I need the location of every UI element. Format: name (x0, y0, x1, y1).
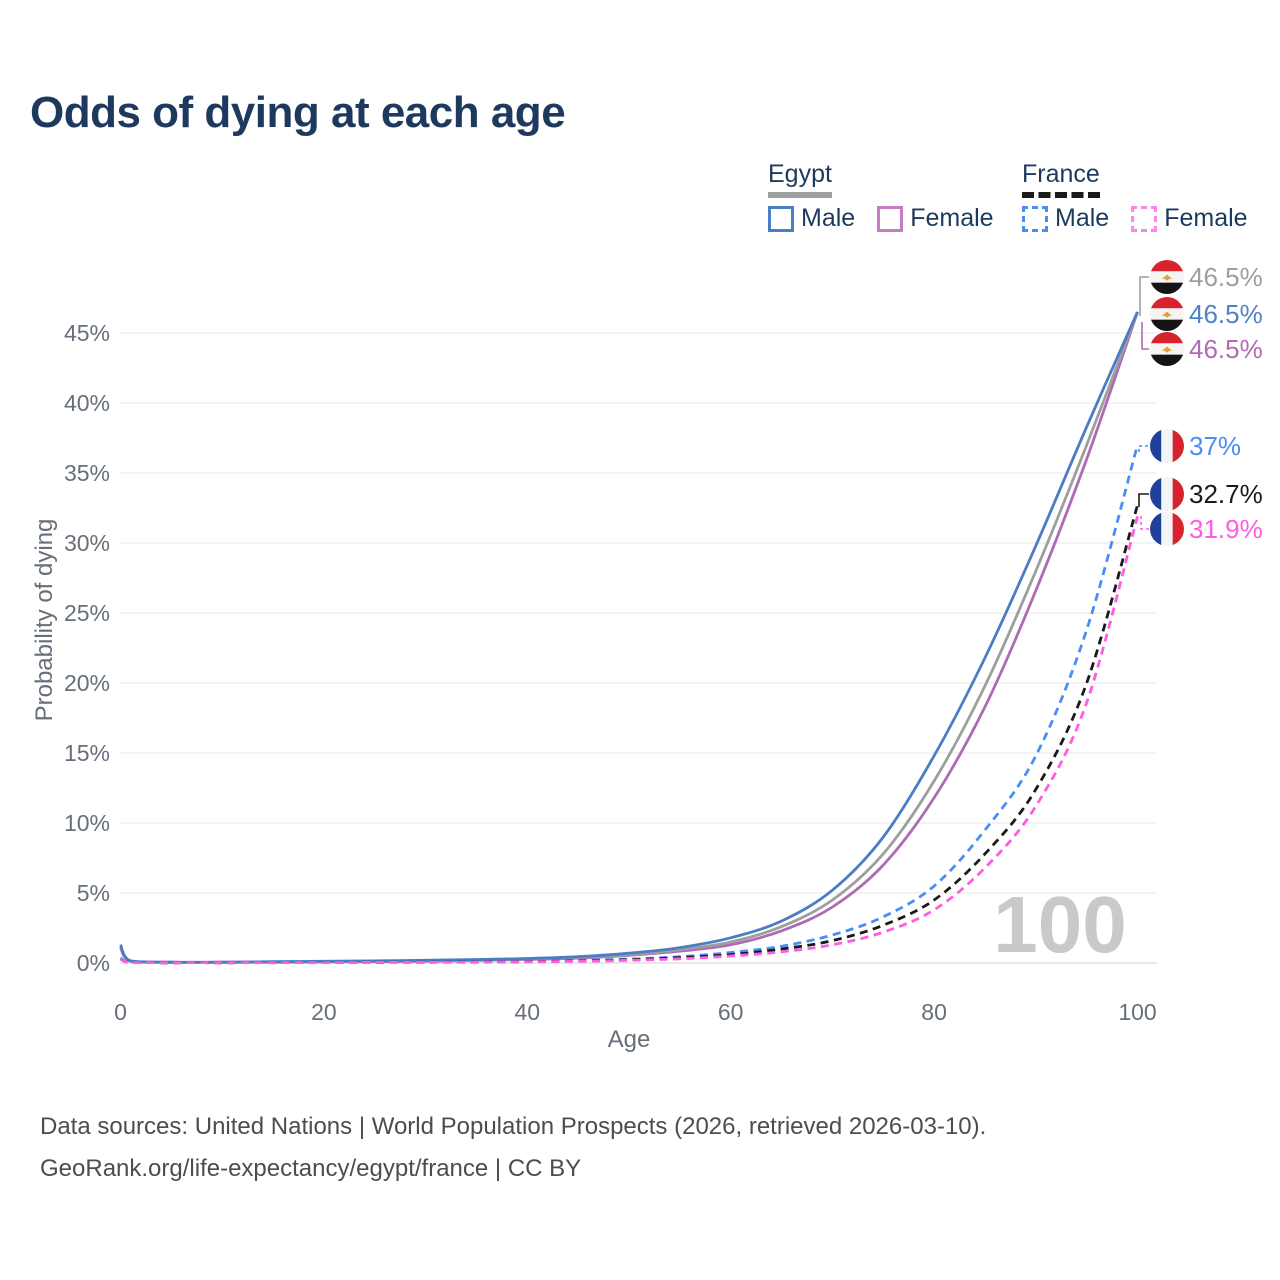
legend-toggle-egypt-female[interactable]: Female (877, 204, 994, 233)
y-tick-10%: 10% (64, 810, 110, 836)
label-connector-egypt-total (1139, 276, 1149, 316)
x-tick-60: 60 (718, 999, 744, 1025)
label-connector-egypt-female (1141, 322, 1149, 350)
y-tick-30%: 30% (64, 530, 110, 556)
france-flag-icon (1150, 512, 1184, 546)
end-value: 46.5% (1189, 262, 1263, 292)
label-connector-france-male (1138, 445, 1149, 452)
end-label-egypt-female: 46.5% (1150, 332, 1263, 366)
dashed-checkbox-icon (1131, 205, 1158, 232)
x-tick-20: 20 (311, 999, 337, 1025)
legend-country-france: France (1022, 160, 1100, 198)
end-label-france-male: 37% (1150, 429, 1241, 463)
end-value: 46.5% (1189, 299, 1263, 329)
series-line-egypt-total (119, 311, 1139, 964)
series-line-egypt-male (119, 311, 1139, 964)
egypt-flag-icon (1150, 297, 1184, 331)
source-line-1: Data sources: United Nations | World Pop… (40, 1113, 987, 1140)
y-tick-45%: 45% (64, 320, 110, 346)
legend-country-egypt: Egypt (768, 160, 832, 198)
end-label-france-total: 32.7% (1150, 477, 1263, 511)
x-tick-80: 80 (921, 999, 947, 1025)
source-line-2: GeoRank.org/life-expectancy/egypt/france… (40, 1155, 582, 1182)
x-tick-0: 0 (114, 999, 127, 1025)
series-line-france-total (119, 504, 1139, 965)
end-value: 46.5% (1189, 334, 1263, 364)
end-value: 32.7% (1189, 479, 1263, 509)
solid-checkbox-icon (768, 205, 794, 232)
end-value: 31.9% (1189, 514, 1263, 544)
legend-group-egypt: Egypt Male Female (768, 160, 1016, 233)
series-line-france-female (119, 516, 1139, 965)
label-connector-france-female (1140, 516, 1149, 530)
legend-toggle-france-female[interactable]: Female (1131, 204, 1248, 233)
y-tick-20%: 20% (64, 670, 110, 696)
solid-checkbox-icon (877, 205, 904, 232)
egypt-flag-icon (1150, 332, 1184, 366)
end-label-egypt-male: 46.5% (1150, 297, 1263, 331)
y-tick-5%: 5% (77, 880, 110, 906)
end-label-egypt-total: 46.5% (1150, 260, 1263, 294)
y-tick-40%: 40% (64, 390, 110, 416)
y-tick-35%: 35% (64, 460, 110, 486)
end-value: 37% (1189, 431, 1242, 461)
y-axis-title: Probability of dying (31, 518, 58, 722)
label-connector-france-total (1138, 493, 1149, 507)
age-watermark: 100 (993, 880, 1126, 969)
france-flag-icon (1150, 429, 1184, 463)
series-line-egypt-female (119, 311, 1139, 964)
x-tick-100: 100 (1118, 999, 1156, 1025)
x-tick-40: 40 (515, 999, 541, 1025)
egypt-flag-icon (1150, 260, 1184, 294)
y-tick-25%: 25% (64, 600, 110, 626)
france-flag-icon (1150, 477, 1184, 511)
dashed-checkbox-icon (1022, 205, 1048, 232)
legend-toggle-egypt-male[interactable]: Male (768, 204, 855, 233)
y-tick-0%: 0% (77, 950, 110, 976)
legend-group-france: France Male Female (1022, 160, 1270, 233)
legend-toggle-france-male[interactable]: Male (1022, 204, 1109, 233)
chart-title: Odds of dying at each age (30, 88, 566, 137)
x-axis-title: Age (607, 1026, 651, 1053)
y-tick-15%: 15% (64, 740, 110, 766)
end-label-france-female: 31.9% (1150, 512, 1263, 546)
source-note: Data sources: United Nations | World Pop… (40, 1106, 986, 1190)
